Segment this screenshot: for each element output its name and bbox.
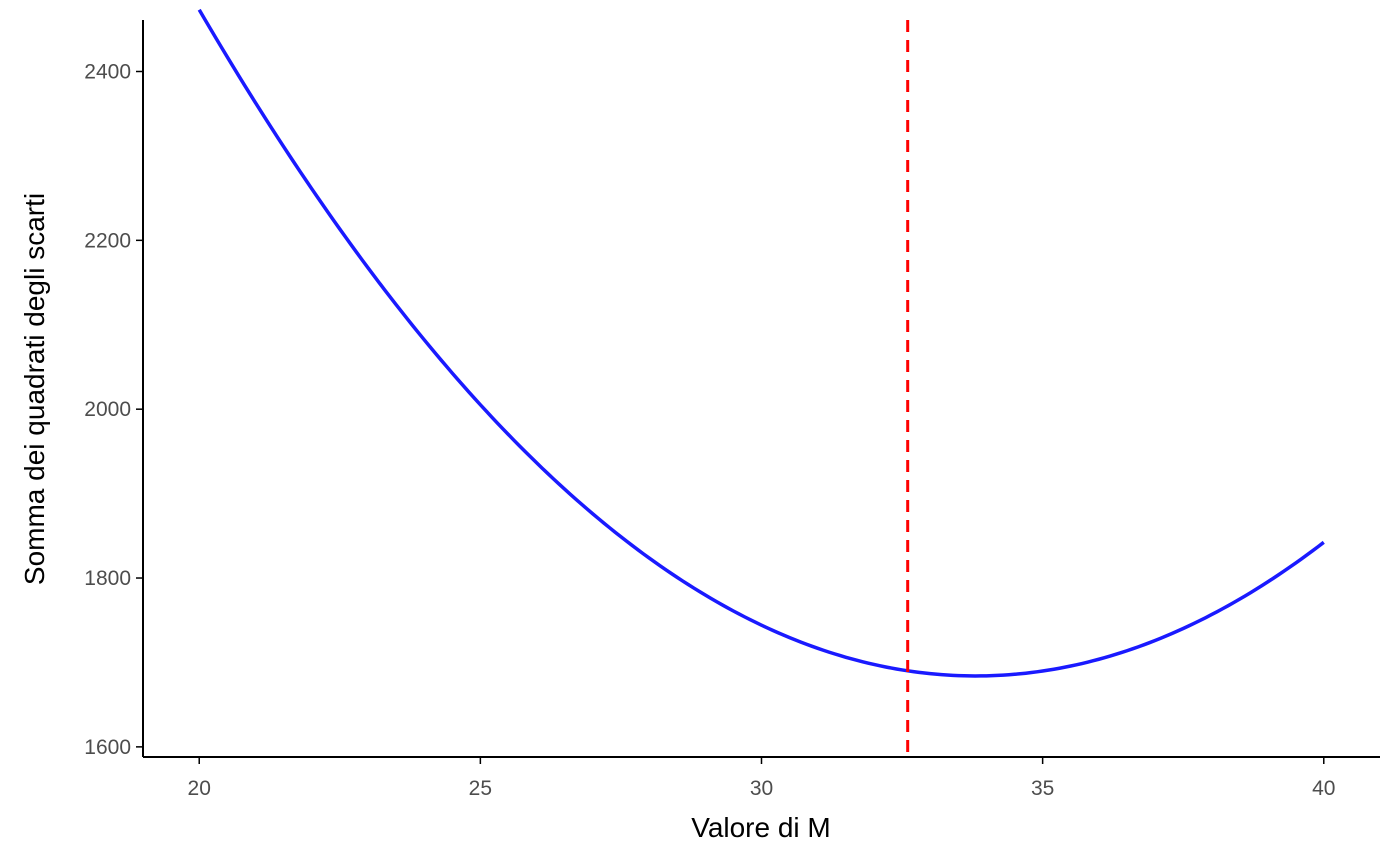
series-line-0 — [197, 8, 1325, 678]
x-tick-label: 25 — [469, 777, 492, 800]
y-axis-title: Somma dei quadrati degli scarti — [19, 193, 50, 585]
x-axis-title: Valore di M — [691, 812, 831, 843]
y-tick-label: 1600 — [84, 736, 131, 759]
y-tick-label: 1800 — [84, 567, 131, 590]
y-tick-label: 2000 — [84, 398, 131, 421]
x-tick-label: 20 — [188, 777, 211, 800]
y-tick-label: 2400 — [84, 60, 131, 83]
y-ticks: 1600 1800 2000 2200 2400 — [84, 60, 143, 759]
x-tick-label: 30 — [750, 777, 773, 800]
x-tick-label: 35 — [1031, 777, 1054, 800]
x-ticks: 20 25 30 35 40 — [188, 757, 1335, 800]
axes — [142, 20, 1380, 758]
x-tick-label: 40 — [1312, 777, 1335, 800]
y-tick-label: 2200 — [84, 229, 131, 252]
plot-area — [197, 8, 1325, 757]
